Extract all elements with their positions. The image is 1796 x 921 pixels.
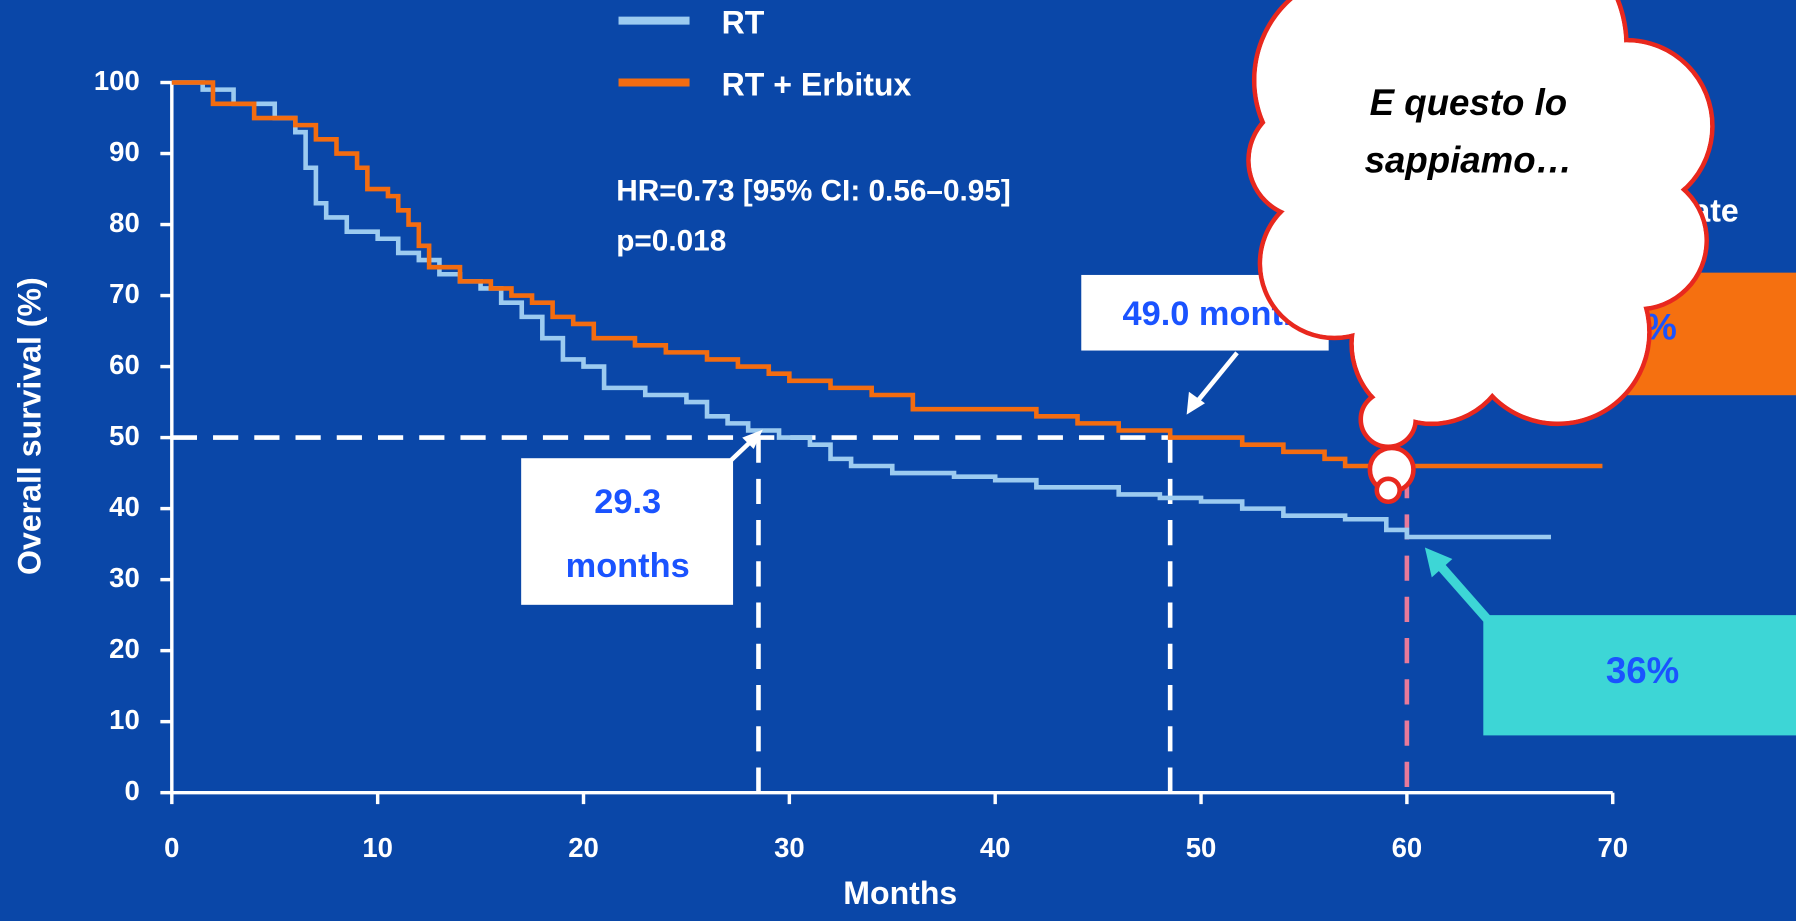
x-tick-label: 30 [774, 832, 805, 863]
callout-text: sappiamo… [1365, 139, 1573, 180]
hr-text: HR=0.73 [95% CI: 0.56–0.95] [616, 174, 1011, 207]
legend-label: RT + Erbitux [722, 67, 912, 103]
x-tick-label: 10 [362, 832, 393, 863]
chart: 0 10 20 30 40 50 60 70 80 90 100 0 10 20 30 40 50 60 70 Ov… [0, 0, 1796, 921]
y-tick-label: 80 [109, 207, 140, 238]
y-tick-label: 40 [109, 491, 140, 522]
callout-text: E questo lo [1370, 82, 1567, 123]
median-label: 29.3 [594, 483, 661, 521]
y-tick-label: 20 [109, 633, 140, 664]
arrow [1436, 561, 1486, 618]
y-tick-label: 100 [94, 65, 140, 96]
legend-label: RT [722, 5, 765, 41]
x-tick-label: 0 [164, 832, 179, 863]
page: {"chart_data": {"type": "line", "step": … [0, 0, 1796, 921]
y-tick-label: 90 [109, 136, 140, 167]
x-tick-label: 50 [1186, 832, 1217, 863]
y-tick-label: 50 [109, 420, 140, 451]
x-axis-title: Months [843, 875, 957, 911]
rate-value: 36% [1606, 650, 1679, 691]
x-tick-label: 60 [1392, 832, 1423, 863]
y-axis-title: Overall survival (%) [12, 277, 48, 575]
x-tick-label: 70 [1597, 832, 1628, 863]
median-label: months [566, 547, 690, 585]
y-tick-label: 60 [109, 349, 140, 380]
y-tick-label: 70 [109, 278, 140, 309]
p-text: p=0.018 [616, 225, 726, 258]
x-tick-label: 20 [568, 832, 599, 863]
x-tick-label: 40 [980, 832, 1011, 863]
callout-fill [1251, 0, 1710, 422]
y-tick-label: 30 [109, 562, 140, 593]
y-tick-label: 0 [124, 775, 139, 806]
y-tick-label: 10 [109, 704, 140, 735]
arrow [1196, 353, 1237, 403]
